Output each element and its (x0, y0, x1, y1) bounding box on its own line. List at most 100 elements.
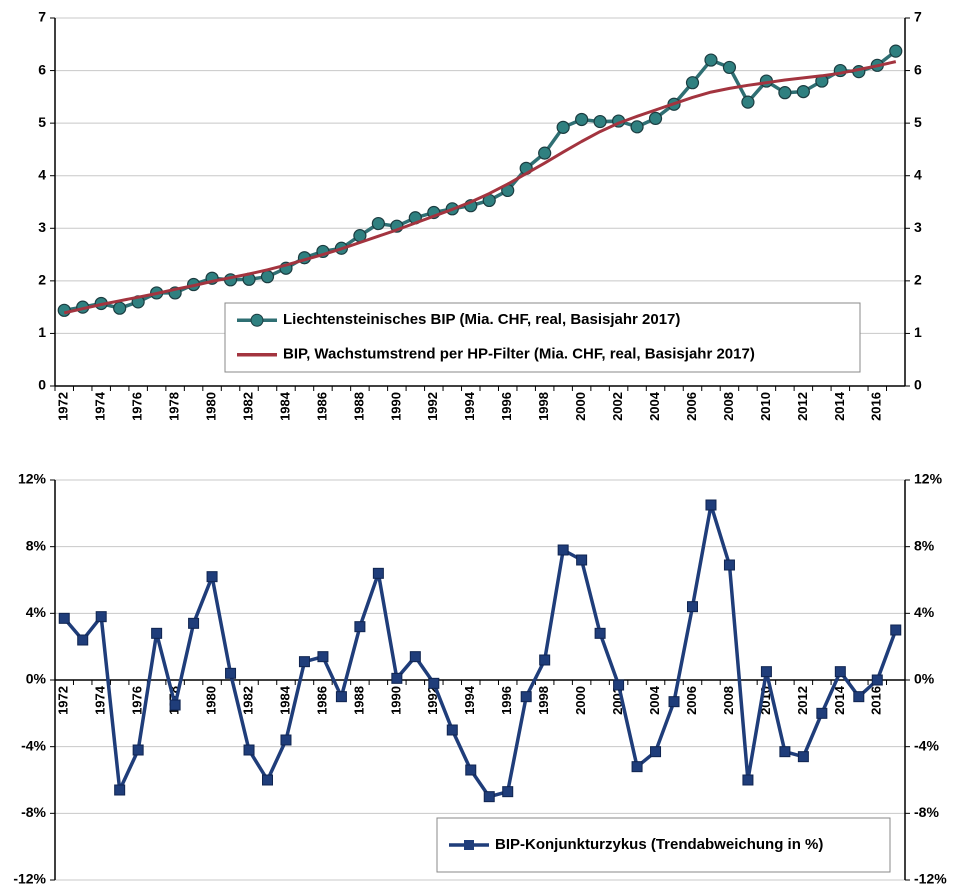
point (613, 679, 625, 691)
point (648, 111, 663, 126)
y-tick-label: 4 (38, 166, 46, 182)
point (575, 112, 589, 127)
point (741, 95, 755, 109)
x-tick-label: 2012 (795, 392, 810, 421)
point (871, 674, 883, 686)
x-tick-label: 1990 (388, 392, 403, 421)
point (169, 699, 181, 711)
y-tick-label: 4% (26, 604, 47, 620)
x-tick-label: 1994 (462, 391, 477, 421)
y2-tick-label: 7 (914, 9, 922, 25)
y2-tick-label: 0% (914, 671, 935, 687)
point (890, 624, 902, 636)
point (778, 86, 792, 100)
point (685, 76, 700, 90)
point (760, 666, 772, 678)
y2-tick-label: 12% (914, 471, 943, 487)
y2-tick-label: 4% (914, 604, 935, 620)
point (95, 611, 107, 623)
point (58, 612, 70, 624)
x-tick-label: 2000 (573, 392, 588, 421)
point (298, 656, 310, 668)
point (225, 667, 237, 679)
point (77, 634, 89, 646)
x-tick-label: 1980 (204, 686, 219, 715)
x-tick-label: 1980 (204, 392, 219, 421)
x-tick-label: 2010 (758, 392, 773, 421)
y-tick-label: -4% (21, 737, 46, 753)
point (317, 651, 329, 663)
x-tick-label: 1988 (351, 686, 366, 715)
x-tick-label: 1986 (314, 686, 329, 715)
point (520, 691, 532, 703)
point (446, 724, 458, 736)
line (63, 49, 897, 313)
x-tick-label: 1998 (536, 686, 551, 715)
point (630, 120, 644, 134)
legend (224, 302, 861, 373)
y2-tick-label: 0 (914, 377, 922, 393)
x-tick-label: 1992 (425, 392, 440, 421)
point (483, 791, 495, 803)
y2-tick-label: 4 (914, 166, 922, 182)
point (723, 559, 735, 571)
point (853, 691, 865, 703)
point (650, 746, 662, 758)
point (502, 786, 514, 798)
point (371, 216, 385, 231)
point (243, 744, 255, 756)
point (796, 84, 810, 99)
x-tick-label: 2006 (684, 392, 699, 421)
y-tick-label: 1 (38, 324, 46, 340)
point (668, 696, 680, 708)
point (335, 691, 347, 703)
y2-tick-label: 2 (914, 272, 922, 288)
x-tick-label: 1984 (277, 391, 292, 421)
legend-marker (250, 313, 264, 327)
point (538, 146, 552, 160)
y-tick-label: -12% (13, 871, 46, 887)
point (631, 761, 643, 773)
line (63, 60, 897, 315)
point (687, 601, 698, 613)
y-tick-label: 2 (38, 272, 46, 288)
x-tick-label: 1982 (240, 392, 255, 421)
point (113, 301, 127, 315)
point (132, 744, 144, 756)
y2-tick-label: -8% (914, 804, 939, 820)
y2-tick-label: 3 (914, 219, 922, 235)
point (465, 764, 477, 776)
x-tick-label: 1996 (499, 392, 514, 421)
y-tick-label: 12% (18, 471, 47, 487)
point (834, 666, 846, 678)
point (705, 499, 717, 511)
point (539, 654, 551, 666)
point (391, 672, 403, 684)
x-tick-label: 1990 (388, 686, 403, 715)
y-tick-label: 5 (38, 114, 46, 130)
x-tick-label: 2014 (832, 685, 847, 715)
x-tick-label: 2000 (573, 686, 588, 715)
y-tick-label: 0 (38, 377, 46, 393)
x-tick-label: 1984 (277, 685, 292, 715)
line (62, 503, 898, 799)
x-tick-label: 1972 (56, 392, 71, 421)
y2-tick-label: -4% (914, 737, 939, 753)
point (428, 677, 440, 689)
x-tick-label: 2014 (832, 391, 847, 421)
point (797, 751, 809, 763)
x-tick-label: 1986 (314, 392, 329, 421)
point (722, 60, 737, 75)
point (280, 734, 292, 746)
point (557, 544, 569, 556)
y2-tick-label: 6 (914, 61, 922, 77)
point (206, 571, 218, 583)
y-tick-label: 7 (38, 9, 46, 25)
x-tick-label: 1974 (93, 685, 108, 715)
y-tick-label: 6 (38, 61, 46, 77)
legend-label: BIP, Wachstumstrend per HP-Filter (Mia. … (283, 346, 755, 363)
point (593, 114, 607, 129)
y2-tick-label: 1 (914, 324, 922, 340)
point (576, 554, 588, 566)
